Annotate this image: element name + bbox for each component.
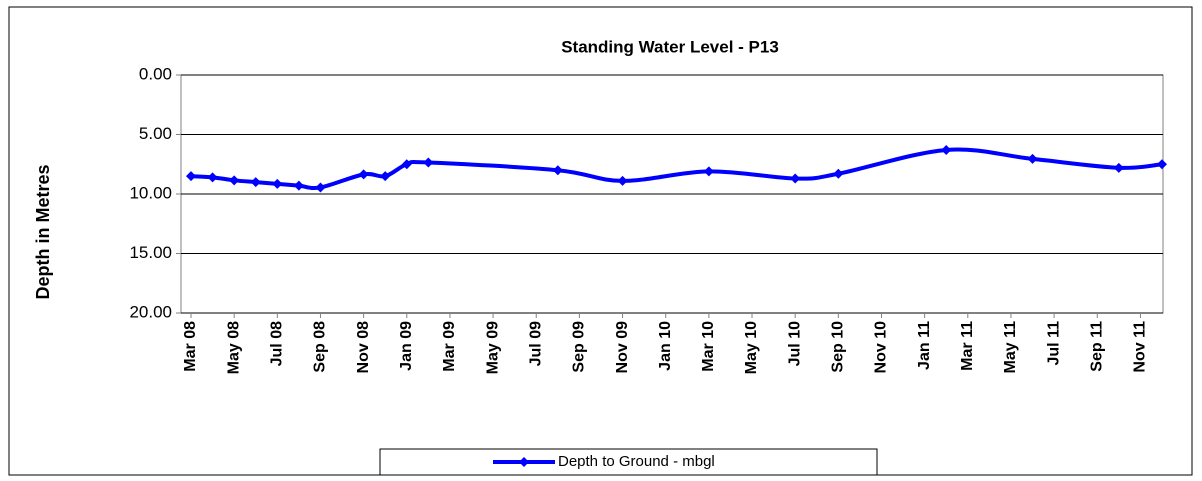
x-tick-label: Jul 08 — [269, 321, 286, 366]
data-point — [358, 169, 369, 180]
y-tick-label: 0.00 — [139, 64, 172, 83]
chart-frame — [8, 6, 1193, 476]
x-tick-label: May 10 — [743, 321, 760, 374]
x-tick-label: Jul 10 — [786, 321, 803, 366]
x-tick-label: May 11 — [1002, 321, 1019, 374]
data-point — [1027, 153, 1038, 164]
x-tick-label: Mar 09 — [441, 321, 458, 372]
y-tick-label: 20.00 — [129, 302, 172, 321]
x-tick-label: Sep 11 — [1088, 321, 1105, 372]
legend-box — [379, 448, 878, 476]
data-point — [617, 175, 628, 186]
x-tick-label: Jan 09 — [398, 321, 415, 371]
x-tick-label: Nov 11 — [1132, 321, 1149, 373]
x-tick-label: May 09 — [484, 321, 501, 374]
x-tick-label: Jul 11 — [1045, 321, 1062, 366]
x-tick-label: Mar 08 — [182, 321, 199, 372]
data-point — [293, 180, 304, 191]
data-point — [552, 165, 563, 176]
data-point — [1157, 159, 1167, 170]
data-point — [790, 173, 801, 184]
data-point — [833, 168, 844, 179]
x-tick-label: Jul 09 — [527, 321, 544, 366]
x-tick-label: Mar 10 — [700, 321, 717, 372]
y-tick-label: 10.00 — [129, 183, 172, 202]
x-tick-label: Mar 11 — [959, 321, 976, 371]
y-tick-label: 15.00 — [129, 243, 172, 262]
y-tick-label: 5.00 — [139, 124, 172, 143]
x-tick-label: Nov 08 — [355, 321, 372, 374]
x-tick-label: Sep 08 — [312, 321, 329, 373]
x-tick-label: Sep 09 — [571, 321, 588, 373]
chart-title: Standing Water Level - P13 — [561, 37, 779, 56]
legend-marker — [519, 457, 529, 467]
x-tick-label: Nov 09 — [614, 321, 631, 374]
data-point — [207, 172, 218, 183]
x-tick-label: Nov 10 — [873, 321, 890, 374]
data-point — [423, 157, 434, 168]
data-point — [941, 144, 952, 155]
data-point — [1113, 162, 1124, 173]
data-point — [401, 159, 412, 170]
data-point — [272, 178, 283, 189]
data-point — [703, 166, 714, 177]
data-point — [315, 182, 326, 193]
x-tick-label: Sep 10 — [830, 321, 847, 373]
x-tick-label: Jan 11 — [916, 321, 933, 370]
data-point — [380, 171, 391, 182]
x-tick-label: Jan 10 — [657, 321, 674, 371]
y-axis-label: Depth in Metres — [33, 164, 53, 299]
data-point — [186, 171, 196, 182]
x-tick-label: May 08 — [225, 321, 242, 374]
data-point — [250, 177, 261, 188]
data-point — [229, 175, 240, 186]
legend-label: Depth to Ground - mbgl — [558, 453, 715, 470]
